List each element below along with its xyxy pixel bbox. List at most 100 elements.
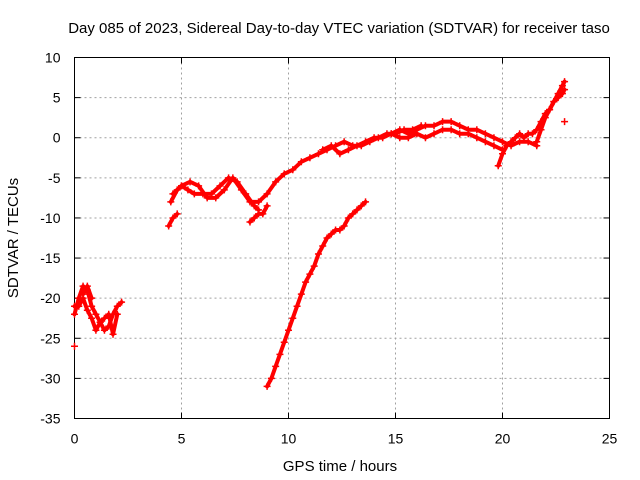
data-point <box>229 174 237 182</box>
data-point <box>499 138 506 146</box>
data-point <box>71 310 78 318</box>
data-point <box>323 234 331 242</box>
data-point <box>293 302 301 310</box>
data-point <box>396 134 404 142</box>
data-point <box>314 250 322 258</box>
data-point <box>362 138 370 146</box>
data-point <box>561 78 569 86</box>
series-line <box>496 79 567 168</box>
data-point <box>503 142 511 150</box>
y-tick-label: -30 <box>40 370 60 386</box>
data-point <box>481 138 489 146</box>
y-tick-label: -35 <box>40 411 60 427</box>
data-point <box>336 226 344 234</box>
data-point <box>362 198 370 206</box>
data-point <box>456 122 464 130</box>
data-point <box>237 186 245 194</box>
x-tick-label: 25 <box>602 431 618 447</box>
data-point <box>336 150 344 158</box>
y-tick-label: -5 <box>48 170 61 186</box>
data-point <box>473 126 481 134</box>
data-point <box>439 118 447 126</box>
x-axis-label: GPS time / hours <box>283 458 397 475</box>
data-point <box>167 198 175 206</box>
data-point <box>280 338 288 346</box>
data-point <box>216 182 224 190</box>
series-arc-5 <box>246 202 271 226</box>
data-point <box>353 206 361 214</box>
data-point <box>524 138 532 146</box>
data-point <box>490 134 498 142</box>
x-tick-label: 0 <box>71 431 79 447</box>
data-point <box>456 130 464 138</box>
series-outlier-1 <box>71 342 78 350</box>
data-point <box>340 138 348 146</box>
data-point <box>310 262 318 270</box>
data-point <box>173 210 181 218</box>
data-point <box>546 106 554 114</box>
data-point <box>473 134 481 142</box>
data-point <box>558 82 566 90</box>
data-point <box>100 314 108 322</box>
data-point <box>118 298 126 306</box>
data-point <box>516 138 524 146</box>
data-point <box>105 310 113 318</box>
data-point <box>212 194 220 202</box>
data-point <box>88 302 96 310</box>
data-point <box>113 310 121 318</box>
data-point <box>184 186 192 194</box>
data-point <box>319 146 327 154</box>
data-points <box>71 78 569 390</box>
data-point <box>327 142 335 150</box>
data-point <box>490 142 498 150</box>
data-point <box>561 118 569 126</box>
y-tick-label: 10 <box>45 50 61 66</box>
axis-ticks: 0 5 10 15 20 25 -35 -30 -25 -20 -15 -10 -5 0 5 10 <box>40 50 617 447</box>
data-point <box>178 182 185 190</box>
data-point <box>88 294 96 302</box>
x-tick-label: 15 <box>388 431 404 447</box>
x-tick-label: 10 <box>281 431 297 447</box>
data-point <box>430 122 438 130</box>
data-point <box>537 126 545 134</box>
plot-frame <box>74 57 610 419</box>
data-point <box>88 314 96 322</box>
data-point <box>439 126 447 134</box>
data-point <box>302 278 310 286</box>
y-tick-label: -25 <box>40 330 60 346</box>
data-point <box>404 134 412 142</box>
data-point <box>357 202 365 210</box>
data-point <box>169 190 177 198</box>
data-point <box>430 130 438 138</box>
data-point <box>263 190 271 198</box>
data-point <box>297 158 305 166</box>
data-point <box>285 326 292 334</box>
data-point <box>464 130 472 138</box>
data-point <box>340 222 348 230</box>
data-point <box>550 98 558 106</box>
data-point <box>413 130 421 138</box>
series-arc-9 <box>533 86 569 146</box>
data-point <box>511 134 519 142</box>
data-point <box>447 126 455 134</box>
series-arc-6 <box>319 118 541 158</box>
data-point <box>100 326 108 334</box>
data-point <box>370 134 378 142</box>
x-tick-label: 20 <box>495 431 511 447</box>
data-point <box>113 302 121 310</box>
data-point <box>297 290 305 298</box>
data-point <box>541 114 549 122</box>
y-tick-label: -20 <box>40 290 60 306</box>
data-point <box>344 214 352 222</box>
data-point <box>169 214 177 222</box>
data-point <box>186 178 194 186</box>
data-point <box>263 382 271 390</box>
series-early-arc-3 <box>79 282 96 302</box>
data-point <box>387 130 395 138</box>
data-point <box>259 210 267 218</box>
data-point <box>75 302 83 310</box>
data-point <box>533 138 541 146</box>
data-point <box>276 350 284 358</box>
y-tick-label: 5 <box>53 90 61 106</box>
chart-title: Day 085 of 2023, Sidereal Day-to-day VTE… <box>68 20 610 37</box>
